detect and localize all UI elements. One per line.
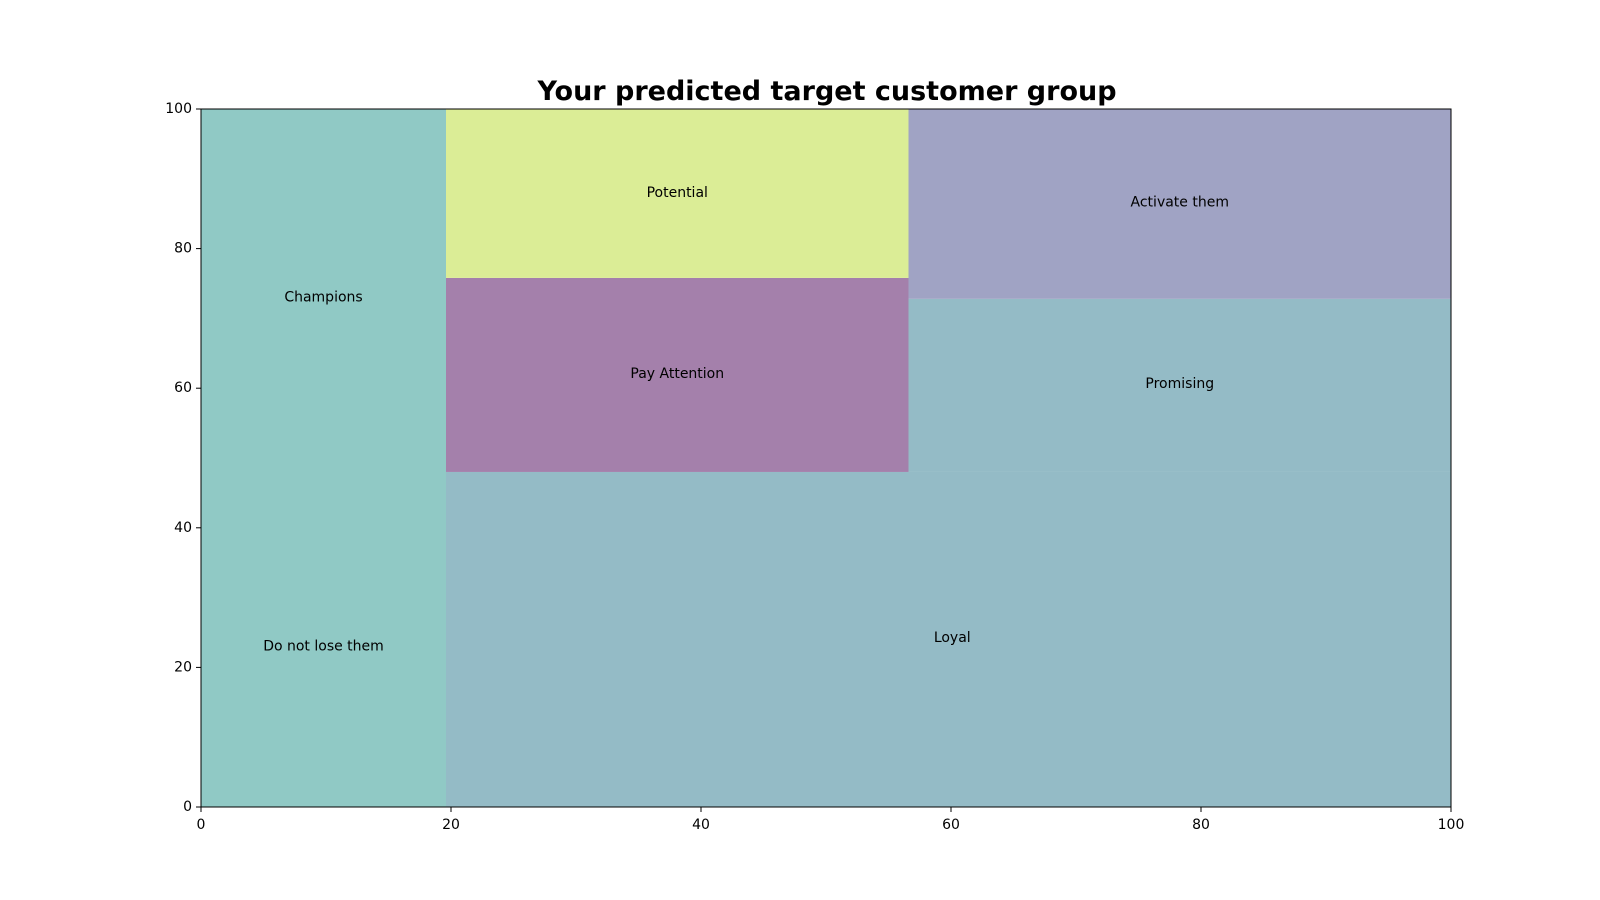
tile-label-promising: Promising	[1145, 376, 1214, 392]
y-axis: 0 20 40 60 80 100	[165, 101, 201, 815]
tile-pay-attention	[446, 277, 909, 472]
tile-champions	[201, 109, 446, 458]
x-tick-label: 20	[442, 817, 460, 833]
x-tick-label: 60	[942, 817, 960, 833]
chart-title: Your predicted target customer group	[536, 76, 1116, 107]
plot-frame	[200, 108, 1452, 808]
y-tick-label: 80	[174, 241, 192, 257]
y-tick-label: 40	[174, 520, 192, 536]
tile-label-activate-them: Activate them	[1131, 195, 1229, 211]
y-tick-label: 20	[174, 659, 192, 675]
tile-do-not-lose-them	[201, 458, 446, 807]
tile-promising	[908, 298, 1451, 472]
tile-activate-them	[908, 109, 1451, 299]
tile-label-pay-attention: Pay Attention	[630, 366, 724, 382]
x-tick-label: 40	[692, 817, 710, 833]
tile-label-potential: Potential	[647, 185, 708, 201]
y-tick-label: 60	[174, 380, 192, 396]
y-tick-label: 0	[183, 799, 192, 815]
treemap-labels: Champions Do not lose them Loyal Pay Attent…	[263, 185, 1229, 655]
treemap-tiles	[201, 109, 1451, 807]
tile-loyal	[446, 471, 1451, 807]
x-tick-label: 0	[197, 817, 206, 833]
x-axis: 0 20 40 60 80 100	[197, 807, 1465, 833]
x-tick-label: 80	[1192, 817, 1210, 833]
y-tick-label: 100	[165, 101, 192, 117]
tile-label-do-not-lose-them: Do not lose them	[263, 638, 384, 654]
tile-label-loyal: Loyal	[934, 630, 971, 646]
tile-label-champions: Champions	[284, 289, 362, 305]
x-tick-label: 100	[1438, 817, 1465, 833]
tile-potential	[446, 109, 909, 278]
